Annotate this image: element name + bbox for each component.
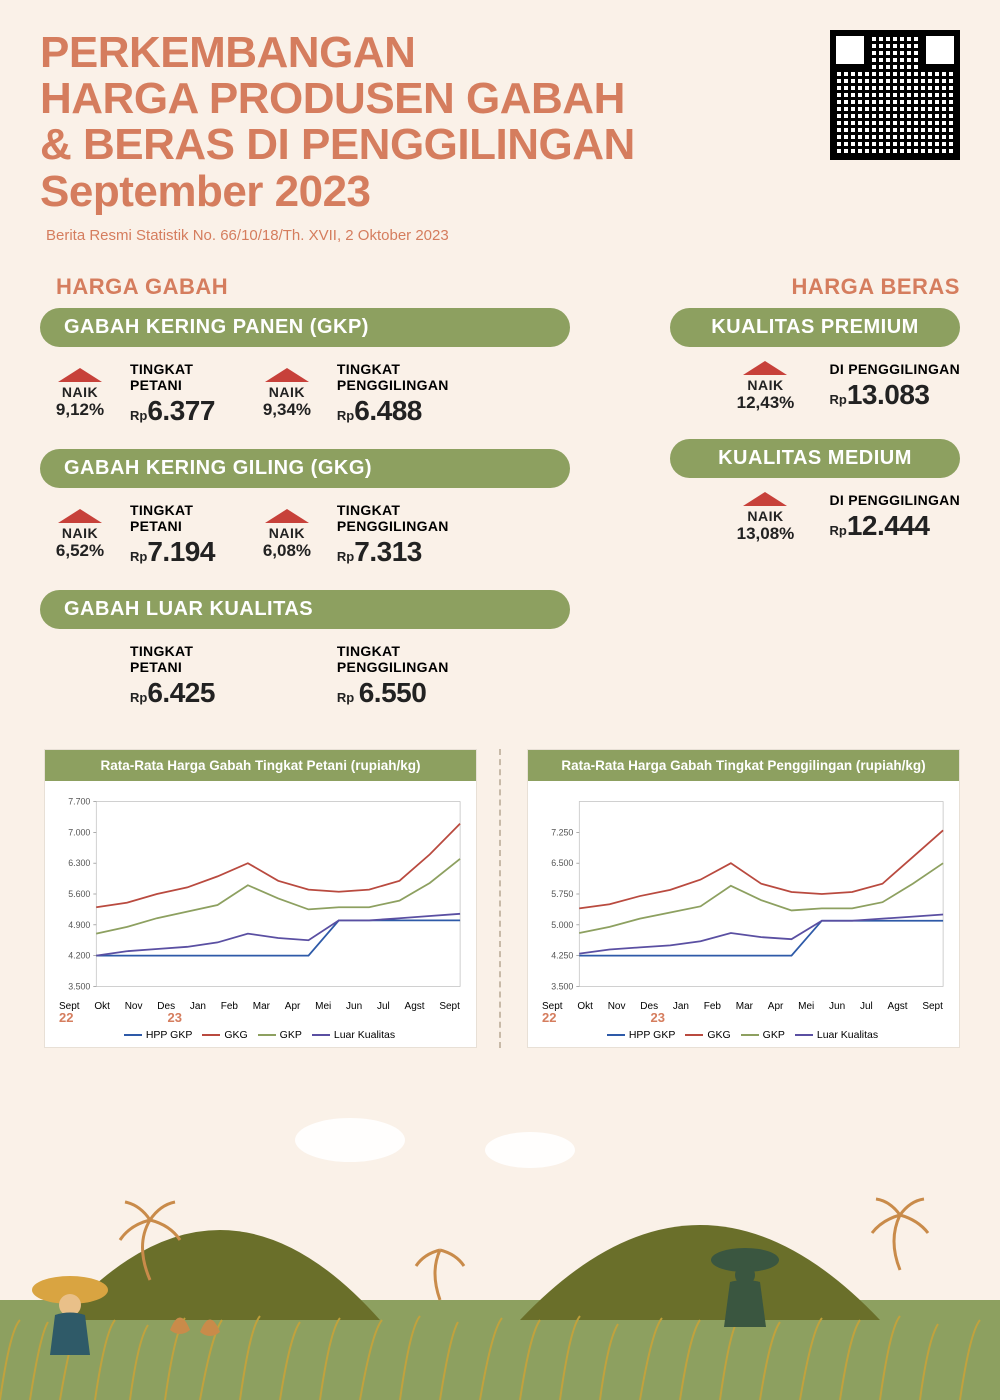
svg-text:4.250: 4.250 bbox=[551, 951, 573, 961]
stat-premium-naik: NAIK 12,43% bbox=[729, 361, 801, 413]
page-title: PERKEMBANGAN HARGA PRODUSEN GABAH & BERA… bbox=[40, 30, 635, 215]
pill-medium: KUALITAS MEDIUM bbox=[670, 439, 960, 478]
section-title-beras: HARGA BERAS bbox=[646, 274, 960, 300]
arrow-up-icon bbox=[265, 368, 309, 382]
stat-gkp-petani: NAIK 9,12% TINGKATPETANI Rp6.377 bbox=[44, 361, 215, 427]
pill-gkp: GABAH KERING PANEN (GKP) bbox=[40, 308, 570, 347]
stat-gkg-penggilingan: NAIK 6,08% TINGKATPENGGILINGAN Rp7.313 bbox=[251, 502, 449, 568]
stat-medium-price: DI PENGGILINGAN Rp12.444 bbox=[829, 492, 960, 544]
svg-text:4.900: 4.900 bbox=[68, 920, 90, 930]
pill-premium: KUALITAS PREMIUM bbox=[670, 308, 960, 347]
footer-illustration bbox=[0, 1020, 1000, 1400]
svg-text:5.600: 5.600 bbox=[68, 889, 90, 899]
svg-text:4.200: 4.200 bbox=[68, 951, 90, 961]
vertical-dashed-divider bbox=[499, 749, 501, 1048]
arrow-up-icon bbox=[58, 509, 102, 523]
arrow-up-icon bbox=[58, 368, 102, 382]
svg-text:6.500: 6.500 bbox=[551, 858, 573, 868]
arrow-up-icon bbox=[265, 509, 309, 523]
stat-gkg-petani: NAIK 6,52% TINGKATPETANI Rp7.194 bbox=[44, 502, 215, 568]
stat-gkp-penggilingan: NAIK 9,34% TINGKATPENGGILINGAN Rp6.488 bbox=[251, 361, 449, 427]
pill-luar: GABAH LUAR KUALITAS bbox=[40, 590, 570, 629]
stat-luar-petani: .. TINGKATPETANI Rp6.425 bbox=[44, 643, 215, 709]
line-chart-petani: 3.500 4.200 4.900 5.600 6.300 7.000 7.700 bbox=[53, 789, 466, 999]
svg-text:7.250: 7.250 bbox=[551, 828, 573, 838]
arrow-up-icon bbox=[743, 492, 787, 506]
svg-text:3.500: 3.500 bbox=[551, 982, 573, 992]
svg-text:6.300: 6.300 bbox=[68, 858, 90, 868]
svg-text:7.000: 7.000 bbox=[68, 828, 90, 838]
stat-medium-naik: NAIK 13,08% bbox=[729, 492, 801, 544]
chart-penggilingan: Rata-Rata Harga Gabah Tingkat Penggiling… bbox=[527, 749, 960, 1048]
svg-text:3.500: 3.500 bbox=[68, 982, 90, 992]
qr-code-icon bbox=[830, 30, 960, 160]
pill-gkg: GABAH KERING GILING (GKG) bbox=[40, 449, 570, 488]
svg-text:5.750: 5.750 bbox=[551, 889, 573, 899]
chart-petani: Rata-Rata Harga Gabah Tingkat Petani (ru… bbox=[44, 749, 477, 1048]
subtitle: Berita Resmi Statistik No. 66/10/18/Th. … bbox=[46, 227, 635, 244]
section-title-gabah: HARGA GABAH bbox=[56, 274, 570, 300]
arrow-up-icon bbox=[743, 361, 787, 375]
stat-premium-price: DI PENGGILINGAN Rp13.083 bbox=[829, 361, 960, 413]
line-chart-penggilingan: 3.500 4.250 5.000 5.750 6.500 7.250 bbox=[536, 789, 949, 999]
title-block: PERKEMBANGAN HARGA PRODUSEN GABAH & BERA… bbox=[40, 30, 635, 244]
svg-text:5.000: 5.000 bbox=[551, 920, 573, 930]
svg-text:7.700: 7.700 bbox=[68, 797, 90, 807]
stat-luar-penggilingan: .. TINGKATPENGGILINGAN Rp 6.550 bbox=[251, 643, 449, 709]
